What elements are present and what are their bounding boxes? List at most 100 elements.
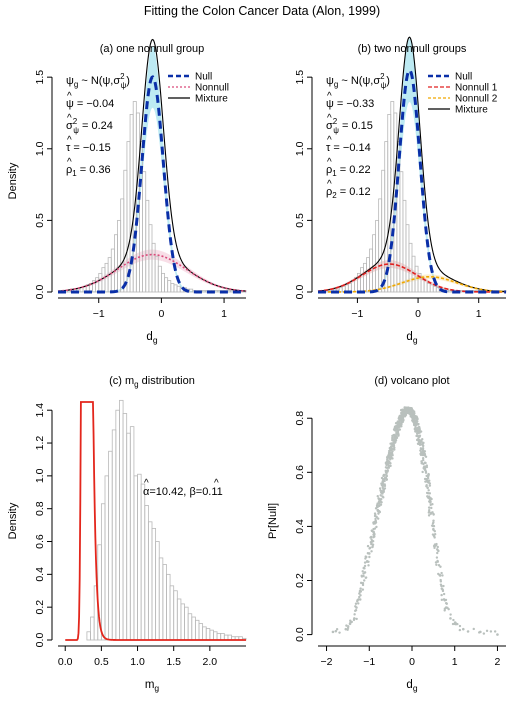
scatter-point [352, 618, 356, 622]
scatter-point [377, 497, 381, 501]
histogram-bar [126, 432, 131, 641]
histogram-bar [198, 623, 204, 641]
scatter-point [373, 527, 377, 530]
scatter-point [443, 599, 446, 602]
histogram-bar [220, 633, 225, 641]
scatter-point [427, 514, 431, 517]
scatter-point [392, 433, 395, 437]
scatter-point [440, 571, 443, 575]
histogram-bar [363, 262, 367, 293]
histogram-bar [209, 629, 214, 641]
x-tick-label: −1 [351, 308, 363, 320]
y-tick-label: 0.2 [294, 573, 306, 588]
y-tick-label: 1.5 [294, 70, 306, 85]
scatter-point [377, 510, 380, 513]
scatter-point [431, 522, 435, 525]
scatter-point [442, 592, 446, 596]
scatter-point [452, 618, 455, 622]
scatter-point [373, 520, 376, 524]
scatter-point [443, 609, 446, 612]
scatter-point [422, 458, 425, 462]
estimate-value: = 0.24 [79, 120, 113, 132]
x-tick-label: 1.0 [130, 656, 145, 668]
scatter-point [427, 511, 431, 514]
panel-title: (a) one nonnull group [100, 43, 205, 55]
scatter-point [379, 503, 383, 506]
y-axis-label: Density [7, 502, 19, 539]
scatter-point [331, 630, 335, 634]
scatter-point [396, 429, 400, 432]
histogram-bar [104, 475, 110, 641]
scatter-point [440, 593, 443, 597]
x-axis-label-main: d [146, 331, 152, 343]
histogram-bar [137, 473, 142, 641]
scatter-point [398, 428, 402, 431]
x-tick-label: 2.0 [203, 656, 218, 668]
scatter-point [440, 584, 443, 588]
model-end: ) [126, 75, 130, 87]
scatter-point [438, 574, 442, 577]
x-axis-label-sub: g [413, 335, 418, 345]
y-tick-label: 0.6 [34, 534, 46, 549]
scatter-point [439, 578, 442, 582]
legend-label-null: Null [455, 72, 472, 83]
scatter-point [374, 517, 377, 521]
scatter-point [354, 602, 358, 605]
model-sigma-sub: ψ [121, 81, 127, 90]
estimate-label: ρ2 = 0.12 [326, 186, 371, 200]
scatter-point [427, 508, 431, 512]
scatter-point [441, 574, 444, 577]
scatter-point [428, 482, 431, 485]
scatter-point [461, 627, 465, 631]
histogram-bar [157, 265, 162, 293]
histogram-bar [151, 527, 157, 641]
y-tick-label: 0.2 [34, 600, 46, 615]
scatter-point [433, 530, 437, 533]
scatter-point [419, 449, 422, 452]
histogram-bar [205, 628, 211, 641]
scatter-point [401, 414, 404, 418]
scatter-point [392, 443, 396, 447]
scatter-point [428, 484, 432, 487]
scatter-point [415, 417, 418, 420]
estimate-value: = −0.15 [70, 142, 110, 154]
scatter-point [425, 485, 428, 488]
scatter-point [380, 498, 383, 501]
estimate-value: = −0.14 [330, 142, 370, 154]
x-axis-label-main: d [406, 331, 412, 343]
scatter-point [338, 631, 341, 634]
scatter-point [417, 438, 421, 442]
scatter-point [420, 461, 423, 465]
histogram-bar [114, 234, 118, 293]
estimate-symbol: ρ [326, 164, 332, 176]
scatter-point [429, 501, 432, 504]
nonnull1-curve [317, 263, 506, 293]
scatter-point [371, 539, 375, 543]
histogram-bar [381, 169, 386, 293]
scatter-point [387, 460, 391, 463]
scatter-point [344, 627, 348, 631]
model-sigma-sup: 2 [380, 72, 385, 81]
scatter-point [354, 609, 358, 612]
scatter-point [382, 473, 386, 477]
x-axis-label-main: d [406, 679, 412, 691]
x-axis-label: dg [406, 331, 417, 345]
scatter-point [393, 425, 397, 428]
histogram-bar [108, 450, 113, 641]
panel-title-sub: g [134, 380, 138, 389]
model-psi: ψ [326, 75, 334, 87]
scatter-point [421, 470, 424, 474]
model-sigma-sub: ψ [381, 81, 387, 90]
scatter-point [400, 409, 403, 412]
scatter-point [362, 572, 365, 575]
scatter-point [361, 588, 365, 591]
histogram-bar [176, 598, 182, 641]
estimate-label: ψ = −0.33 [326, 98, 374, 110]
histogram-bar [173, 590, 178, 641]
histogram-bar [170, 283, 175, 293]
histogram-bar [140, 483, 146, 641]
mg-fit-curve [65, 401, 246, 641]
scatter-point [350, 620, 353, 624]
histogram-bar [184, 606, 189, 641]
